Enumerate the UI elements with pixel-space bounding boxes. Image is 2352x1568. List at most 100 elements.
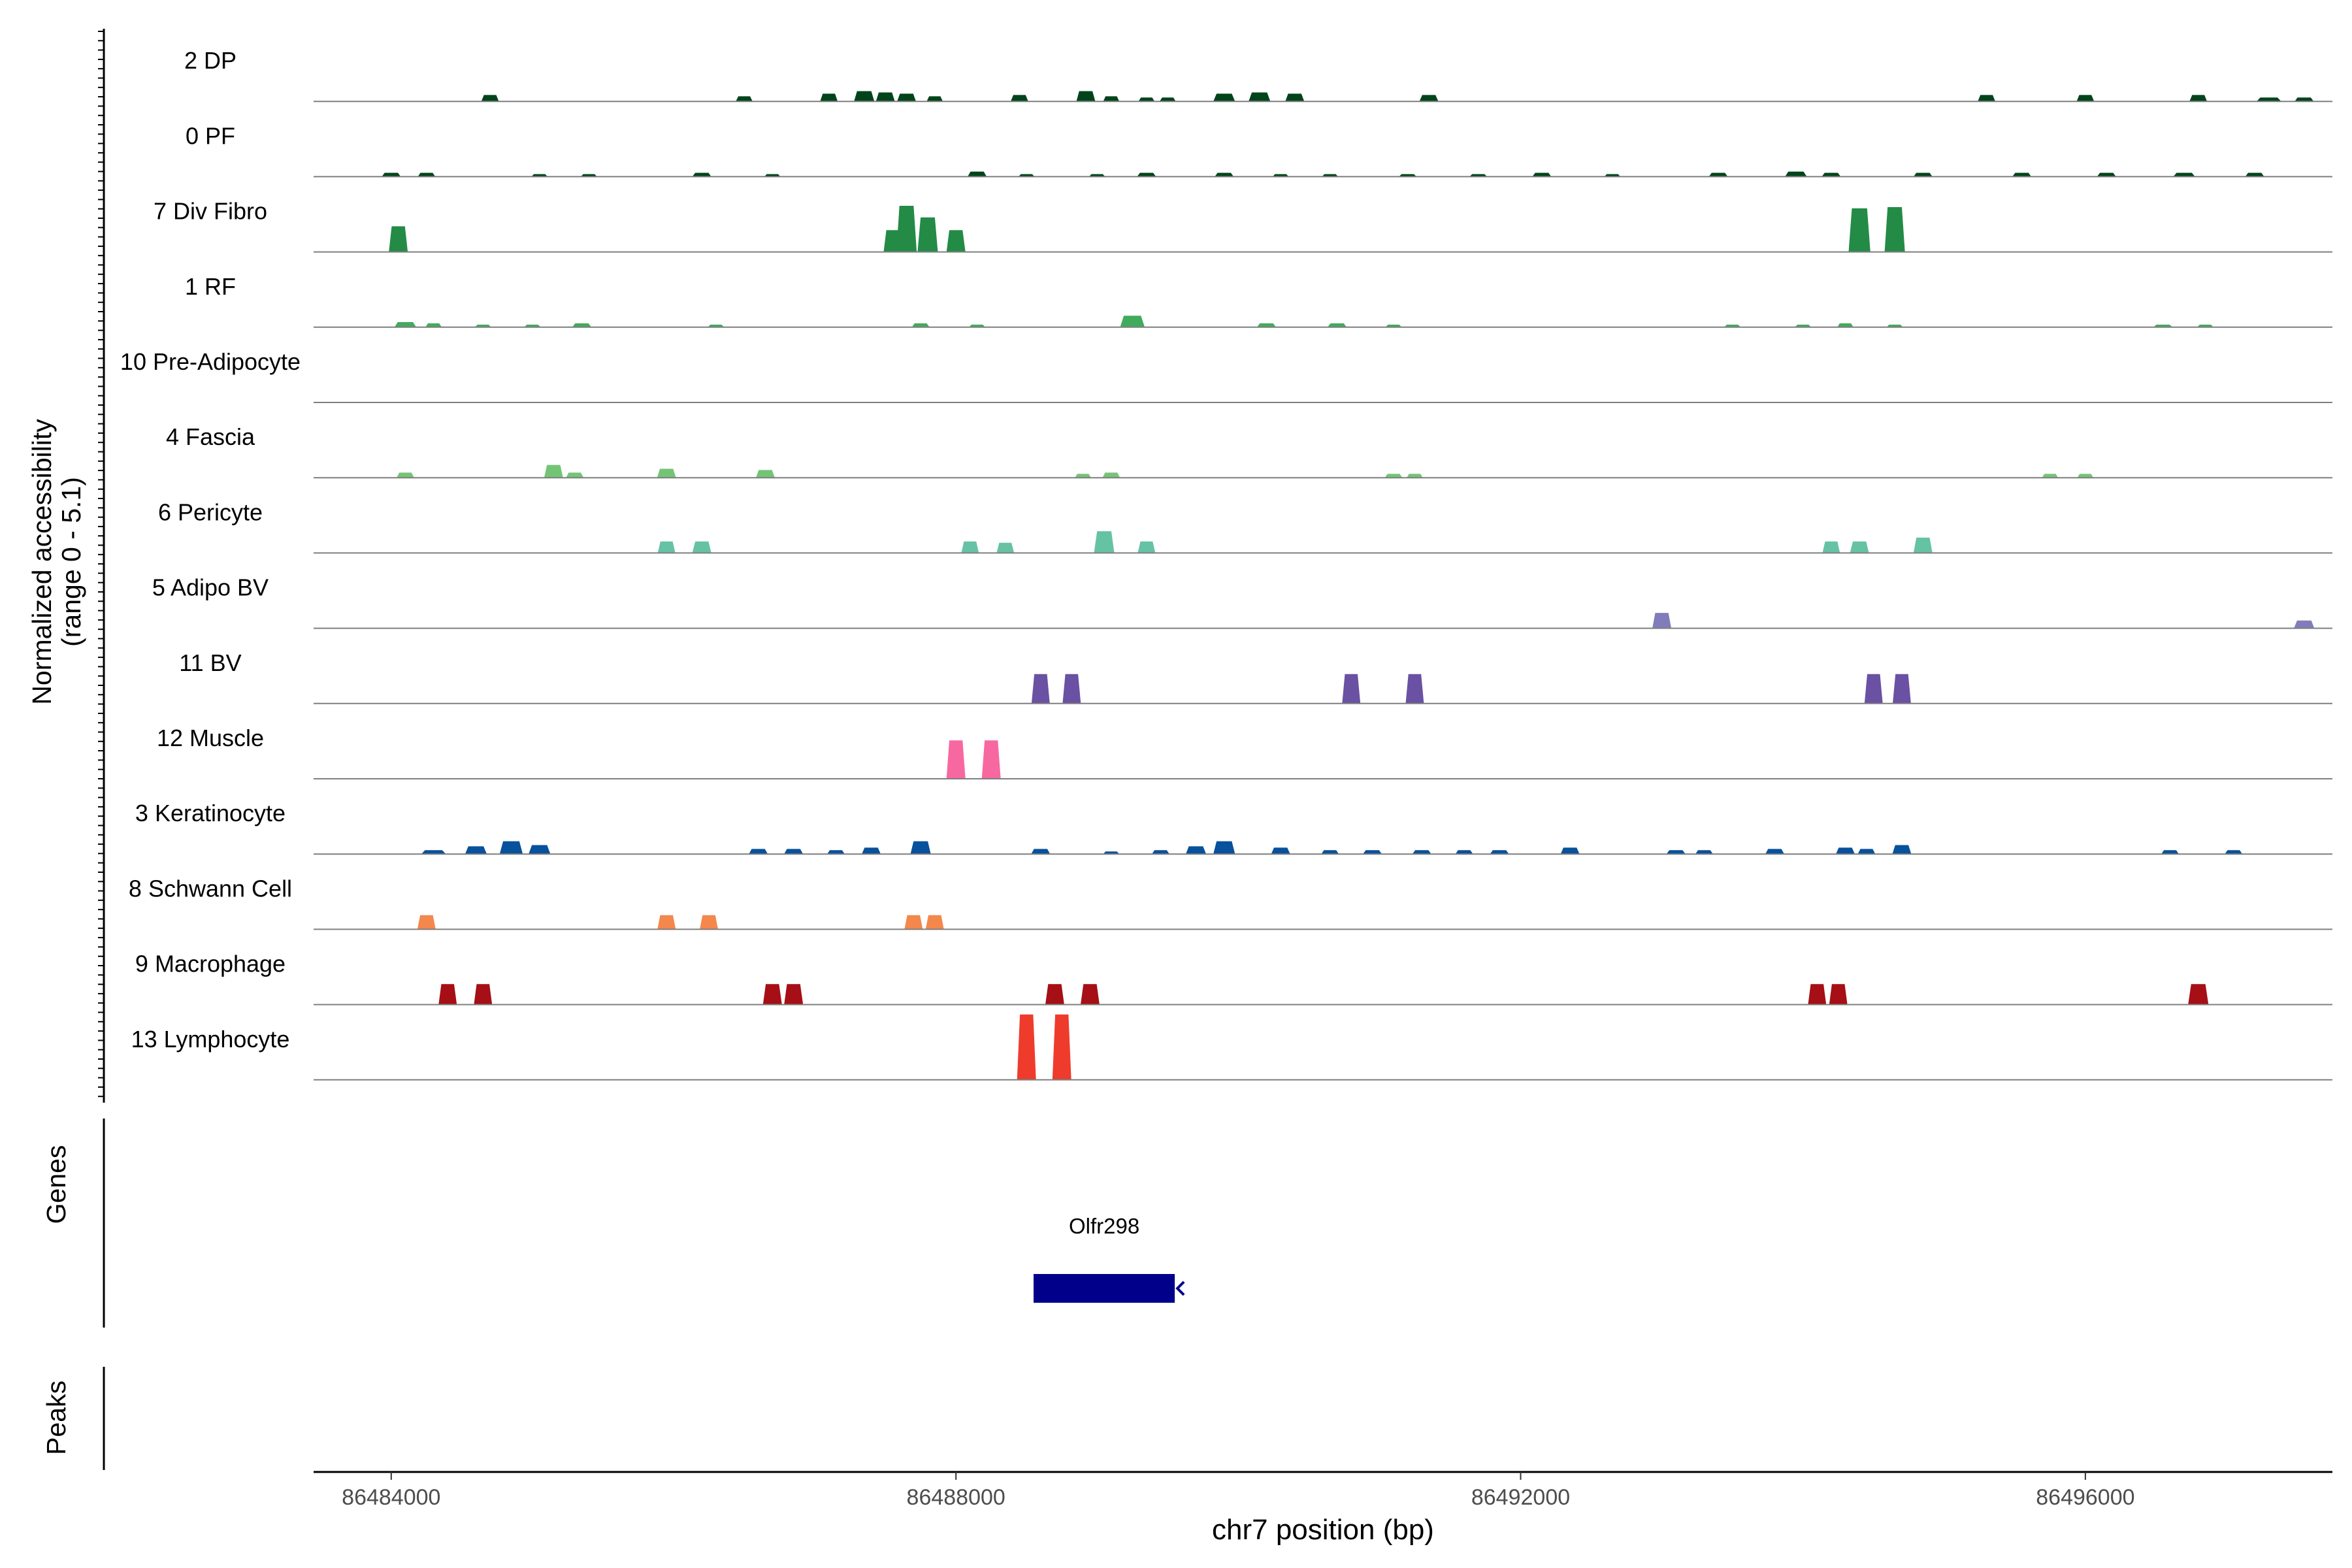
- track-label: 13 Lymphocyte: [131, 1026, 290, 1053]
- coverage-peak: [397, 472, 414, 478]
- coverage-peak: [1363, 850, 1382, 855]
- coverage-peak: [572, 323, 591, 327]
- coverage-peak: [1031, 674, 1050, 704]
- coverage-peak: [499, 841, 523, 855]
- coverage-peak: [981, 740, 1001, 779]
- coverage-peak: [784, 849, 804, 855]
- coverage-peak: [2012, 172, 2032, 177]
- coverage-peak: [1765, 849, 1784, 855]
- coverage-peak: [820, 93, 838, 102]
- coverage-peak: [1257, 323, 1276, 327]
- coverage-peak: [1560, 847, 1580, 855]
- track-label: 4 Fascia: [166, 423, 255, 450]
- y-axis-label-line-2: (range 0 - 5.1): [56, 477, 86, 647]
- track-label: 10 Pre-Adipocyte: [120, 348, 301, 375]
- coverage-peak: [1186, 846, 1207, 855]
- coverage-peak: [474, 984, 493, 1005]
- coverage-peak: [2097, 172, 2116, 177]
- coverage-peak: [700, 915, 718, 930]
- coverage-peak: [1532, 172, 1552, 177]
- track: 9 Macrophage: [135, 951, 2332, 1005]
- coverage-peak: [692, 541, 711, 553]
- gene-label: Olfr298: [1069, 1214, 1139, 1238]
- track-label: 0 PF: [186, 122, 235, 149]
- coverage-peak: [1052, 1014, 1071, 1080]
- coverage-peak: [1081, 984, 1100, 1005]
- coverage-peak: [1490, 850, 1509, 855]
- coverage-peak: [2245, 172, 2264, 177]
- coverage-peak: [1103, 96, 1120, 102]
- genes-panel: Olfr298: [103, 1119, 1185, 1328]
- coverage-peak: [1884, 207, 1905, 252]
- coverage-peak: [762, 984, 782, 1005]
- track: 2 DP: [184, 47, 2332, 103]
- coverage-peak: [2189, 95, 2208, 102]
- track-label: 1 RF: [185, 273, 236, 300]
- coverage-peak: [1213, 93, 1235, 102]
- coverage-peak: [544, 465, 563, 478]
- coverage-peak: [2077, 474, 2094, 478]
- coverage-peak: [1419, 95, 1439, 102]
- coverage-peak: [1785, 171, 1807, 177]
- track: 4 Fascia: [166, 423, 2332, 479]
- coverage-peak: [756, 470, 775, 478]
- coverage-peak: [692, 172, 711, 177]
- coverage-peak: [1213, 841, 1235, 855]
- x-tick-label: 86484000: [342, 1485, 440, 1510]
- gene-body: [1034, 1274, 1175, 1303]
- coverage-peak: [1652, 613, 1672, 629]
- track-label: 5 Adipo BV: [152, 574, 269, 601]
- x-tick-label: 86492000: [1471, 1485, 1570, 1510]
- coverage-peak: [1666, 850, 1686, 855]
- coverage-peak: [896, 206, 917, 252]
- coverage-peak: [875, 92, 895, 102]
- coverage-peak: [1695, 850, 1713, 855]
- coverage-peak: [925, 915, 944, 930]
- coverage-peak: [417, 915, 436, 930]
- coverage-peak: [1249, 92, 1271, 102]
- coverage-peak: [917, 217, 938, 252]
- track-label: 2 DP: [184, 47, 237, 74]
- track-label: 6 Pericyte: [158, 498, 263, 525]
- coverage-peak: [1848, 208, 1870, 252]
- coverage-peak: [657, 468, 676, 478]
- coverage-peak: [1138, 97, 1155, 102]
- coverage-peak: [910, 841, 931, 855]
- coverage-peak: [1215, 172, 1234, 177]
- genes-panel-label: Genes: [41, 1145, 71, 1224]
- coverage-peak: [465, 846, 487, 855]
- coverage-peak: [1076, 91, 1096, 102]
- left-axis: [98, 29, 105, 1103]
- track: 13 Lymphocyte: [131, 1014, 2332, 1081]
- coverage-peak: [481, 95, 499, 102]
- coverage-peak: [389, 226, 408, 252]
- track-label: 8 Schwann Cell: [129, 875, 292, 902]
- coverage-peak: [417, 172, 436, 177]
- coverage-peak: [1137, 172, 1156, 177]
- coverage-peak: [1864, 674, 1883, 704]
- coverage-peak: [2042, 474, 2059, 478]
- coverage-peak: [1455, 850, 1473, 855]
- coverage-peak: [854, 91, 875, 102]
- coverage-peak: [1708, 172, 1728, 177]
- coverage-peak: [394, 322, 417, 327]
- coverage-peak: [1328, 323, 1347, 327]
- coverage-peak: [968, 171, 987, 177]
- coverage-peak: [862, 847, 881, 855]
- coverage-peak: [2076, 95, 2095, 102]
- coverage-peak: [2188, 984, 2209, 1005]
- track-label: 9 Macrophage: [135, 951, 286, 977]
- x-axis-title: chr7 position (bp): [1212, 1514, 1434, 1546]
- coverage-peak: [1031, 849, 1051, 855]
- coverage-peak: [1384, 474, 1403, 478]
- coverage-peak: [657, 541, 676, 553]
- track: 6 Pericyte: [158, 498, 2332, 554]
- coverage-peak: [946, 230, 966, 252]
- coverage-peak: [1978, 95, 1995, 102]
- coverage-peak: [1837, 323, 1854, 327]
- coverage-peak: [1075, 474, 1091, 478]
- coverage-peak: [1120, 316, 1145, 327]
- coverage-peak: [1160, 97, 1176, 102]
- coverage-peak: [1137, 541, 1156, 553]
